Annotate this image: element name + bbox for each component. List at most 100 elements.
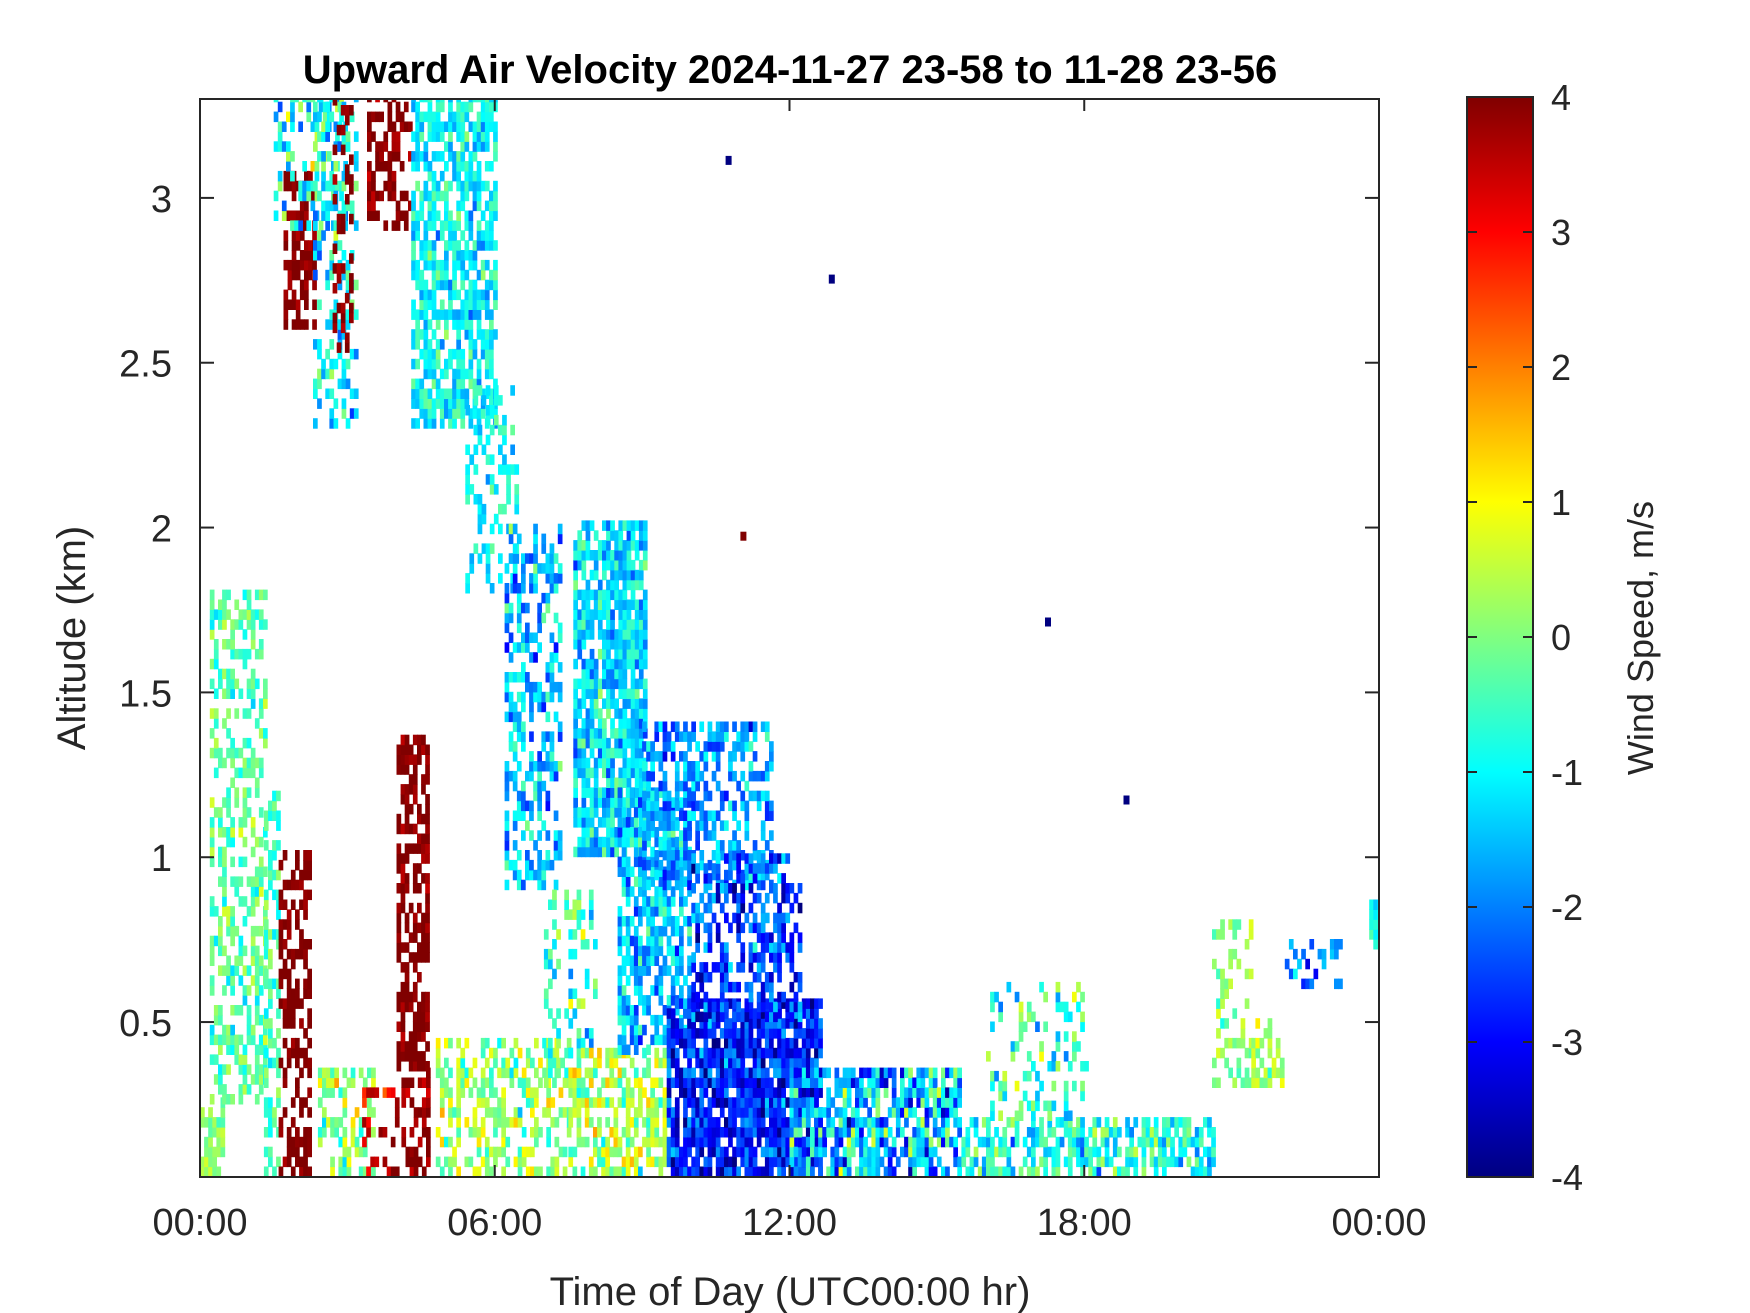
heatmap-cell bbox=[760, 902, 766, 914]
heatmap-cell bbox=[748, 1097, 754, 1108]
heatmap-cell bbox=[493, 289, 498, 301]
heatmap-cell bbox=[258, 589, 264, 601]
heatmap-cell bbox=[530, 1107, 535, 1118]
heatmap-cell bbox=[670, 896, 676, 907]
heatmap-cell bbox=[525, 1097, 531, 1108]
heatmap-cell bbox=[400, 1031, 406, 1042]
heatmap-cell bbox=[404, 734, 410, 746]
heatmap-cell bbox=[342, 1146, 348, 1158]
heatmap-cell bbox=[557, 563, 563, 574]
heatmap-cell bbox=[452, 111, 457, 123]
heatmap-cell bbox=[658, 1097, 664, 1108]
heatmap-cell bbox=[1039, 1127, 1044, 1138]
heatmap-cell bbox=[533, 553, 538, 564]
heatmap-cell bbox=[400, 734, 406, 746]
heatmap-cell bbox=[411, 269, 416, 281]
heatmap-cell bbox=[501, 1067, 506, 1079]
heatmap-cell bbox=[711, 1087, 717, 1098]
heatmap-cell bbox=[683, 770, 688, 782]
heatmap-cell bbox=[638, 856, 643, 868]
heatmap-cell bbox=[546, 1136, 551, 1148]
heatmap-cell bbox=[287, 299, 293, 310]
heatmap-cell bbox=[781, 1077, 786, 1088]
heatmap-cell bbox=[769, 1136, 774, 1148]
heatmap-cell bbox=[732, 800, 737, 812]
heatmap-cell bbox=[638, 1097, 643, 1108]
heatmap-cell bbox=[691, 1018, 696, 1029]
heatmap-cell bbox=[530, 1087, 535, 1098]
heatmap-cell bbox=[1059, 1136, 1065, 1148]
heatmap-cell bbox=[415, 259, 420, 271]
heatmap-cell bbox=[464, 161, 470, 172]
heatmap-cell bbox=[493, 395, 499, 406]
heatmap-cell bbox=[928, 1107, 934, 1118]
heatmap-cell bbox=[294, 220, 299, 231]
heatmap-cell bbox=[674, 787, 680, 798]
heatmap-cell bbox=[650, 916, 655, 927]
heatmap-cell bbox=[777, 1097, 782, 1108]
heatmap-cell bbox=[504, 672, 510, 683]
heatmap-cell bbox=[456, 111, 461, 123]
heatmap-cell bbox=[589, 658, 595, 670]
heatmap-cell bbox=[421, 1031, 426, 1042]
heatmap-cell bbox=[425, 1021, 430, 1032]
heatmap-cell bbox=[477, 494, 483, 505]
heatmap-cell bbox=[626, 767, 632, 779]
heatmap-cell bbox=[517, 1117, 523, 1128]
heatmap-cell bbox=[797, 902, 803, 914]
heatmap-cell bbox=[282, 850, 288, 861]
heatmap-cell bbox=[912, 1166, 917, 1177]
heatmap-cell bbox=[476, 408, 482, 419]
heatmap-cell bbox=[703, 991, 709, 1003]
heatmap-cell bbox=[277, 101, 283, 113]
heatmap-cell bbox=[276, 988, 281, 999]
heatmap-cell bbox=[238, 688, 244, 699]
heatmap-cell bbox=[764, 1166, 770, 1177]
heatmap-cell bbox=[863, 1087, 868, 1098]
heatmap-cell bbox=[748, 790, 754, 802]
heatmap-cell bbox=[485, 563, 491, 574]
heatmap-cell bbox=[728, 1166, 733, 1177]
heatmap-cell bbox=[321, 358, 326, 370]
heatmap-cell bbox=[498, 553, 503, 564]
heatmap-cell bbox=[493, 151, 498, 162]
heatmap-cell bbox=[703, 1156, 709, 1168]
heatmap-cell bbox=[431, 309, 437, 320]
heatmap-cell bbox=[626, 619, 632, 630]
heatmap-cell bbox=[577, 530, 583, 541]
heatmap-cell bbox=[412, 1021, 418, 1032]
heatmap-cell bbox=[748, 761, 754, 772]
heatmap-cell bbox=[295, 309, 301, 320]
heatmap-cell bbox=[728, 1156, 733, 1168]
heatmap-cell bbox=[431, 408, 437, 419]
heatmap-cell bbox=[448, 1037, 453, 1049]
heatmap-cell bbox=[695, 912, 700, 924]
heatmap-cell bbox=[687, 955, 692, 966]
heatmap-cell bbox=[468, 289, 474, 301]
heatmap-cell bbox=[304, 170, 309, 182]
heatmap-cell bbox=[658, 906, 664, 917]
heatmap-cell bbox=[670, 995, 676, 1006]
heatmap-cell bbox=[736, 853, 741, 864]
heatmap-cell bbox=[777, 1028, 782, 1039]
heatmap-cell bbox=[512, 780, 518, 792]
heatmap-cell bbox=[728, 1107, 733, 1118]
heatmap-cell bbox=[306, 220, 312, 231]
heatmap-cell bbox=[814, 1107, 819, 1118]
heatmap-cell bbox=[846, 1097, 852, 1108]
heatmap-cell bbox=[250, 639, 256, 650]
heatmap-cell bbox=[703, 790, 709, 802]
heatmap-cell bbox=[317, 250, 322, 261]
heatmap-cell bbox=[234, 955, 240, 966]
heatmap-cell bbox=[703, 942, 709, 953]
heatmap-cell bbox=[412, 932, 418, 943]
heatmap-cell bbox=[396, 1041, 402, 1052]
heatmap-cell bbox=[452, 348, 457, 360]
heatmap-cell bbox=[601, 1146, 606, 1158]
heatmap-cell bbox=[435, 1057, 441, 1069]
heatmap-cell bbox=[736, 902, 741, 914]
heatmap-cell bbox=[699, 1097, 705, 1108]
heatmap-cell bbox=[411, 309, 416, 320]
heatmap-cell bbox=[630, 648, 636, 660]
heatmap-cell bbox=[1063, 1127, 1069, 1138]
